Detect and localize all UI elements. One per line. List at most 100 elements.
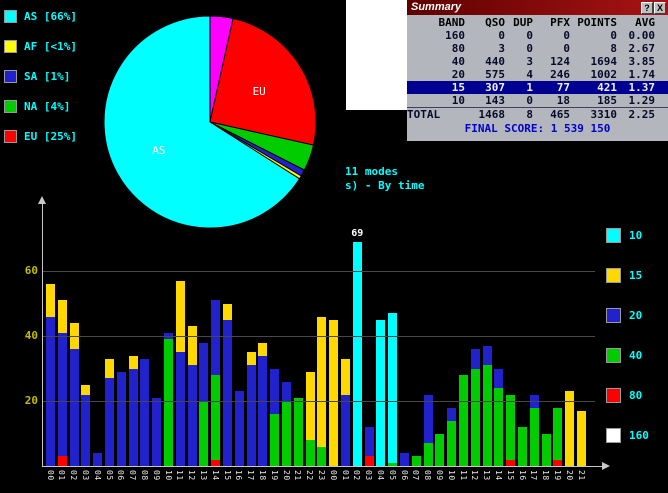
x-axis-tick-label: 08 [423, 470, 433, 481]
summary-cell: 0 [526, 29, 533, 42]
summary-cell: 15 [451, 81, 465, 94]
band-legend-label: 80 [629, 389, 643, 402]
bar-hour [69, 323, 79, 466]
bar-hour [234, 391, 244, 466]
legend-color-swatch [606, 268, 621, 283]
summary-cell: 0 [498, 29, 505, 42]
bar-hour [470, 349, 480, 466]
bar-segment-20m [140, 358, 150, 466]
bar-hour [459, 375, 468, 466]
bar-segment-40m [529, 407, 539, 466]
bar-hour [293, 397, 303, 466]
bar-segment-15m [317, 316, 327, 447]
pie-slice-label: EU [253, 85, 266, 98]
summary-cell: 0 [526, 42, 533, 55]
summary-column-header: AVG [635, 16, 655, 29]
pie-slice-AS [103, 15, 301, 229]
continent-pie-chart: EU AS [103, 15, 317, 229]
bar-hour [577, 410, 586, 466]
summary-row[interactable]: 80 3 0 0 8 2.67 [407, 42, 668, 55]
bar-segment-15m [223, 303, 232, 320]
bar-segment-15m [128, 355, 138, 369]
bar-segment-15m [175, 280, 185, 353]
y-axis-arrow-icon [38, 196, 46, 204]
gridline [43, 271, 595, 272]
x-axis-tick-label: 02 [352, 470, 362, 481]
bar-segment-40m [506, 394, 516, 460]
gridline [43, 336, 595, 337]
bar-segment-20m [423, 394, 433, 444]
x-axis-tick-label: 10 [163, 470, 173, 481]
summary-column-header: BAND [438, 16, 466, 29]
summary-cell: 1002 [590, 68, 618, 81]
band-legend-label: 10 [629, 229, 643, 242]
bar-hour [164, 332, 173, 466]
bar-segment-40m [282, 401, 291, 466]
bar-segment-40m [411, 456, 421, 466]
summary-table-body: 160 0 0 0 0 0.00 80 3 0 0 8 2.67 40 440 3 124 1694 3.85 20… [407, 29, 668, 121]
summary-cell: 160 [445, 29, 465, 42]
final-score-text: FINAL SCORE: 1 539 150 [464, 122, 611, 135]
x-axis-tick-label: 17 [529, 470, 539, 481]
x-axis-tick-label: 19 [269, 470, 279, 481]
bar-segment-80m [57, 456, 67, 466]
bar-segment-10m [352, 241, 362, 466]
summary-column-header: POINTS [577, 16, 617, 29]
bar-segment-20m [223, 319, 232, 466]
bar-hour [529, 394, 539, 466]
x-axis-tick-label: 05 [387, 470, 397, 481]
continent-legend-label: EU [25%] [24, 130, 77, 143]
summary-cell: 3 [526, 55, 533, 68]
band-legend: 10 15 20 40 80 160 [606, 228, 649, 443]
legend-color-swatch [4, 100, 17, 113]
bar-hour [128, 355, 138, 466]
x-axis-tick-label: 04 [375, 470, 385, 481]
bar-segment-15m [258, 342, 268, 356]
bar-segment-40m [435, 433, 445, 466]
band-legend-item-160: 160 [606, 428, 649, 443]
summary-row[interactable]: 20 575 4 246 1002 1.74 [407, 68, 668, 81]
summary-cell: 1.29 [628, 94, 656, 107]
x-axis-tick-label: 05 [104, 470, 114, 481]
x-axis-tick-label: 09 [434, 470, 444, 481]
bar-segment-20m [187, 365, 197, 466]
continent-legend-item: AF [<1%] [4, 40, 77, 53]
bar-segment-20m [234, 391, 244, 466]
summary-cell: 2.67 [628, 42, 656, 55]
bar-segment-20m [46, 316, 55, 466]
summary-cell: 80 [451, 42, 465, 55]
bar-segment-40m [518, 427, 527, 466]
bar-hour [400, 453, 409, 466]
bar-hour [116, 371, 126, 466]
summary-row[interactable]: 160 0 0 0 0 0.00 [407, 29, 668, 42]
continent-legend: AS [66%] AF [<1%] SA [1%] NA [4%] EU [25%] [4, 10, 77, 143]
bar-hour [152, 397, 162, 466]
summary-row[interactable]: 15 307 1 77 421 1.37 [407, 81, 668, 94]
close-button[interactable]: X [654, 1, 666, 14]
summary-cell: 8 [610, 42, 617, 55]
bar-hour [187, 326, 197, 466]
bar-segment-20m [175, 352, 185, 466]
bar-hour [282, 381, 291, 466]
x-axis-tick-label: 00 [45, 470, 55, 481]
bar-segment-80m [553, 459, 563, 466]
bar-hour [553, 407, 563, 466]
bar-hour [352, 241, 362, 466]
legend-color-swatch [606, 348, 621, 363]
summary-total-row[interactable]: TOTAL 1468 8 465 3310 2.25 [407, 107, 668, 121]
bar-hour [506, 394, 516, 466]
help-button[interactable]: ? [641, 1, 653, 14]
summary-row[interactable]: 10 143 0 18 185 1.29 [407, 94, 668, 107]
y-axis-tick-label: 60 [24, 264, 38, 277]
bar-segment-20m [152, 397, 162, 466]
summary-row[interactable]: 40 440 3 124 1694 3.85 [407, 55, 668, 68]
summary-window-titlebar[interactable]: Summary ? X [407, 0, 668, 15]
continent-legend-label: SA [1%] [24, 70, 71, 83]
band-legend-item-15: 15 [606, 268, 649, 283]
summary-cell: 0.00 [628, 29, 656, 42]
summary-cell: 124 [550, 55, 570, 68]
x-axis-tick-label: 02 [69, 470, 79, 481]
summary-cell: 465 [550, 108, 570, 121]
bar-segment-20m [116, 371, 126, 466]
